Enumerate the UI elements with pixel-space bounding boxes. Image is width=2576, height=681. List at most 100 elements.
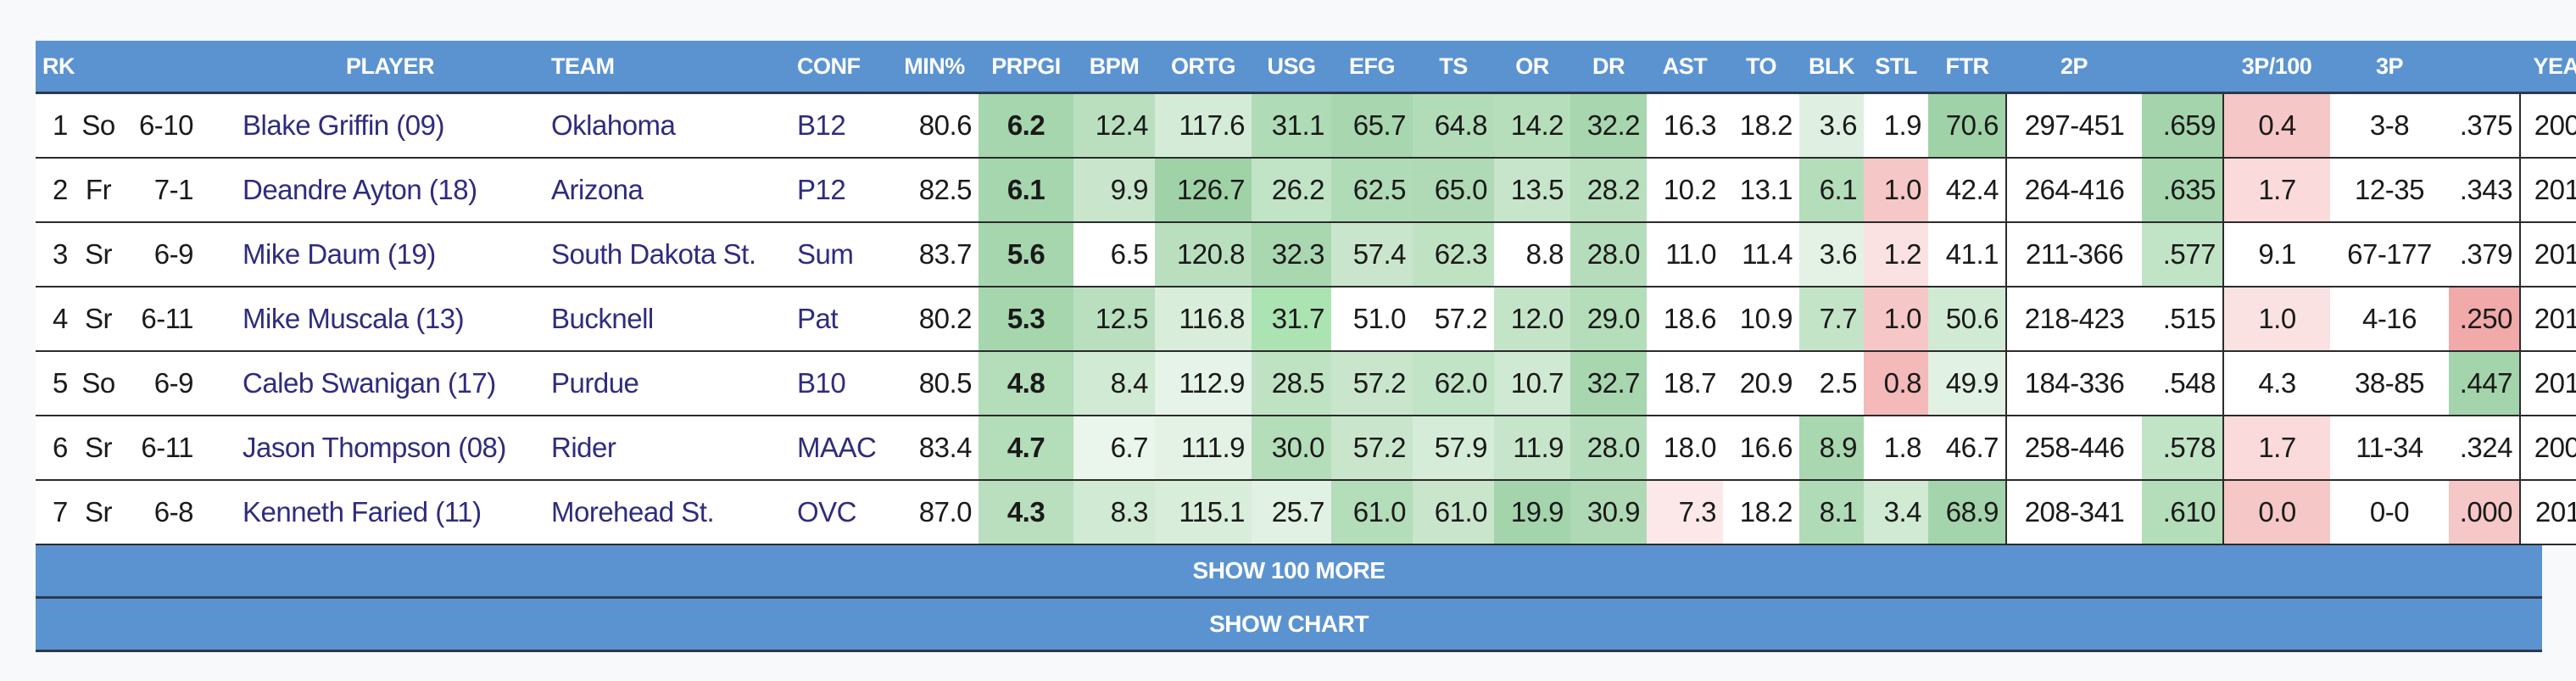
stat-cell-blk: 3.6: [1799, 222, 1864, 287]
stat-cell-min: 80.6: [890, 92, 979, 159]
stat-cell-ftr: 49.9: [1928, 351, 2006, 416]
team-name-link[interactable]: South Dakota St.: [544, 222, 790, 287]
column-header-or[interactable]: OR: [1494, 41, 1570, 94]
stat-cell-efg: 57.2: [1331, 351, 1413, 416]
stat-cell-stl: 3.4: [1864, 480, 1928, 545]
column-header-efg[interactable]: EFG: [1331, 41, 1413, 94]
stat-cell-to: 18.2: [1723, 92, 1799, 159]
player-name-link[interactable]: Jason Thompson (08): [236, 416, 544, 481]
column-header-2p[interactable]: 2P: [2006, 41, 2142, 94]
stat-cell-blk: 6.1: [1799, 158, 1864, 223]
column-header-ts[interactable]: TS: [1413, 41, 1494, 94]
column-header-year[interactable]: YEAR: [2520, 41, 2576, 94]
stat-cell-prpg: 4.3: [979, 480, 1073, 545]
team-name-link[interactable]: Oklahoma: [544, 92, 790, 159]
column-header-rk[interactable]: RK: [36, 41, 236, 94]
player-name-link[interactable]: Caleb Swanigan (17): [236, 351, 544, 416]
conference-link[interactable]: Sum: [790, 222, 890, 287]
stat-cell-bpm: 8.4: [1073, 351, 1155, 416]
column-header-bpm[interactable]: BPM: [1073, 41, 1155, 94]
team-name-link[interactable]: Bucknell: [544, 287, 790, 352]
stat-cell-or: 8.8: [1494, 222, 1570, 287]
player-height: 7-1: [153, 174, 194, 205]
stat-cell-ts: 57.9: [1413, 416, 1494, 481]
rank-number: 7: [53, 496, 68, 527]
column-header-ast[interactable]: AST: [1647, 41, 1723, 94]
three-point-per-100: 1.7: [2222, 158, 2330, 223]
stat-cell-prpg: 4.8: [979, 351, 1073, 416]
conference-link[interactable]: P12: [790, 158, 890, 223]
column-header-to[interactable]: TO: [1723, 41, 1799, 94]
player-name-link[interactable]: Blake Griffin (09): [236, 92, 544, 159]
column-header-team[interactable]: TEAM: [544, 41, 790, 94]
two-point-percentage: .577: [2142, 222, 2223, 287]
stat-cell-or: 10.7: [1494, 351, 1570, 416]
two-point-percentage: .635: [2142, 158, 2223, 223]
stat-cell-or: 19.9: [1494, 480, 1570, 545]
column-header-player[interactable]: PLAYER: [236, 41, 544, 94]
stat-cell-or: 13.5: [1494, 158, 1570, 223]
two-point-made-attempted: 184-336: [2005, 351, 2142, 416]
rank-cell: 2 Fr 7-1: [36, 158, 236, 223]
team-name-link[interactable]: Morehead St.: [544, 480, 790, 545]
team-name-link[interactable]: Purdue: [544, 351, 790, 416]
table-body: 1 So 6-10 Blake Griffin (09) Oklahoma B12 80.6…: [36, 92, 2576, 545]
conference-link[interactable]: B10: [790, 351, 890, 416]
stat-cell-blk: 7.7: [1799, 287, 1864, 352]
column-header-3p-100[interactable]: 3P/100: [2223, 41, 2330, 94]
stat-cell-prpg: 4.7: [979, 416, 1073, 481]
conference-link[interactable]: Pat: [790, 287, 890, 352]
three-point-made-attempted: 3-8: [2330, 92, 2449, 159]
column-header-3p[interactable]: 3P: [2330, 41, 2449, 94]
column-header-prpgi[interactable]: PRPGI: [979, 41, 1073, 94]
column-header-usg[interactable]: USG: [1252, 41, 1331, 94]
stat-cell-stl: 1.9: [1864, 92, 1928, 159]
column-header-conf[interactable]: CONF: [790, 41, 890, 94]
conference-link[interactable]: MAAC: [790, 416, 890, 481]
column-header-dr[interactable]: DR: [1570, 41, 1647, 94]
column-header-ftr[interactable]: FTR: [1928, 41, 2006, 94]
three-point-percentage: .250: [2449, 287, 2520, 352]
player-name-link[interactable]: Mike Muscala (13): [236, 287, 544, 352]
column-header-blank-19[interactable]: [2142, 41, 2223, 94]
stat-cell-ftr: 50.6: [1928, 287, 2006, 352]
stat-cell-ts: 61.0: [1413, 480, 1494, 545]
stat-cell-to: 16.6: [1723, 416, 1799, 481]
stat-cell-efg: 57.2: [1331, 416, 1413, 481]
season-year: 2013: [2519, 287, 2576, 352]
stat-cell-prpg: 6.1: [979, 158, 1073, 223]
player-name-link[interactable]: Kenneth Faried (11): [236, 480, 544, 545]
rank-cell: 4 Sr 6-11: [36, 287, 236, 352]
show-100-more-button[interactable]: SHOW 100 MORE: [36, 545, 2542, 599]
conference-link[interactable]: B12: [790, 92, 890, 159]
season-year: 2009: [2519, 92, 2576, 159]
rank-cell: 5 So 6-9: [36, 351, 236, 416]
conference-link[interactable]: OVC: [790, 480, 890, 545]
rank-cell: 3 Sr 6-9: [36, 222, 236, 287]
player-name-link[interactable]: Mike Daum (19): [236, 222, 544, 287]
team-name-link[interactable]: Arizona: [544, 158, 790, 223]
stat-cell-ast: 18.7: [1647, 351, 1723, 416]
stat-cell-ftr: 46.7: [1928, 416, 2006, 481]
stat-cell-blk: 8.1: [1799, 480, 1864, 545]
table-header-row: RK PLAYER TEAM CONF MIN% PRPGI BPM ORTG USG EFG TS…: [36, 41, 2576, 94]
column-header-blk[interactable]: BLK: [1799, 41, 1864, 94]
three-point-percentage: .447: [2449, 351, 2520, 416]
column-header-blank-22[interactable]: [2449, 41, 2520, 94]
team-name-link[interactable]: Rider: [544, 416, 790, 481]
stat-cell-efg: 51.0: [1331, 287, 1413, 352]
two-point-percentage: .515: [2142, 287, 2223, 352]
two-point-made-attempted: 218-423: [2005, 287, 2142, 352]
player-height: 6-8: [153, 496, 194, 527]
show-chart-button[interactable]: SHOW CHART: [36, 599, 2542, 652]
three-point-made-attempted: 4-16: [2330, 287, 2449, 352]
three-point-per-100: 4.3: [2222, 351, 2330, 416]
rank-number: 2: [53, 174, 68, 205]
column-header-min-[interactable]: MIN%: [890, 41, 979, 94]
column-header-stl[interactable]: STL: [1864, 41, 1928, 94]
stat-cell-stl: 1.8: [1864, 416, 1928, 481]
player-name-link[interactable]: Deandre Ayton (18): [236, 158, 544, 223]
stat-cell-ortg: 111.9: [1155, 416, 1252, 481]
column-header-ortg[interactable]: ORTG: [1155, 41, 1252, 94]
stat-cell-bpm: 6.5: [1073, 222, 1155, 287]
